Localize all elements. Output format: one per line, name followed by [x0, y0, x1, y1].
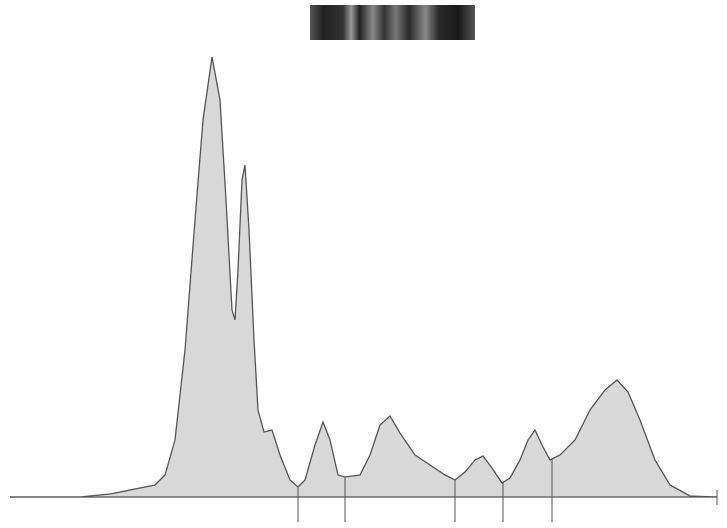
- gel-strip: [310, 5, 475, 40]
- plot-area: [10, 57, 717, 522]
- area-fill: [10, 57, 717, 497]
- chart: [0, 0, 727, 528]
